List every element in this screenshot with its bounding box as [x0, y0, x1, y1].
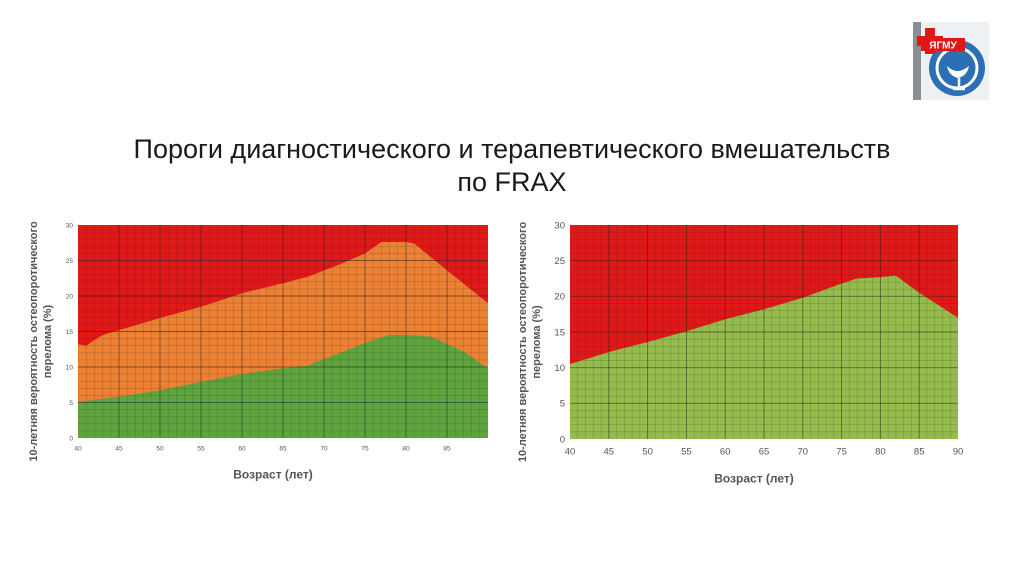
y-tick-label: 20 — [66, 293, 74, 300]
y-tick-label: 20 — [554, 292, 565, 303]
x-tick-label: 50 — [156, 446, 164, 453]
x-tick-label: 80 — [875, 447, 886, 458]
y-tick-label: 15 — [554, 327, 565, 338]
y-tick-label: 5 — [69, 400, 73, 407]
x-tick-label: 70 — [320, 446, 328, 453]
logo-shadow-strip — [913, 22, 921, 100]
university-logo: ЯГМУ — [913, 22, 989, 100]
x-axis-label: Возраст (лет) — [233, 468, 313, 482]
x-tick-label: 85 — [443, 446, 451, 453]
y-tick-label: 30 — [66, 222, 74, 229]
x-tick-label: 65 — [759, 447, 770, 458]
chart-grid — [78, 225, 488, 438]
y-tick-label: 0 — [560, 434, 565, 445]
x-tick-label: 45 — [115, 446, 123, 453]
y-tick-label: 15 — [66, 329, 74, 336]
y-tick-label: 30 — [554, 220, 565, 231]
logo-label-background — [921, 38, 965, 51]
x-tick-label: 40 — [565, 447, 576, 458]
x-tick-label: 65 — [279, 446, 287, 453]
x-tick-label: 60 — [238, 446, 246, 453]
x-tick-label: 75 — [361, 446, 369, 453]
chart-left: 0 5 10 15 20 25 30 40 45 50 55 60 65 70 75 80 85 Возраст … — [28, 221, 488, 482]
x-tick-label: 80 — [402, 446, 410, 453]
y-tick-label: 25 — [554, 256, 565, 267]
slide-title-line-2: по FRAX — [457, 167, 567, 197]
y-axis-label: 10-летняя вероятность остеопоротического… — [28, 221, 54, 462]
y-axis-label: 10-летняя вероятность остеопоротического… — [517, 222, 543, 463]
bowl-stem-icon — [953, 78, 965, 91]
y-tick-label: 0 — [69, 435, 73, 442]
x-axis-label: Возраст (лет) — [714, 472, 794, 486]
x-tick-label: 50 — [642, 447, 653, 458]
chart-right: 0 5 10 15 20 25 30 40 45 50 55 60 65 70 75 80 85 90 Возрас… — [517, 220, 964, 486]
y-tick-label: 5 — [560, 399, 565, 410]
x-tick-label: 40 — [74, 446, 82, 453]
slide-title: Пороги диагностического и терапевтическо… — [0, 133, 1024, 199]
x-tick-label: 85 — [914, 447, 925, 458]
x-tick-label: 55 — [681, 447, 692, 458]
y-tick-label: 10 — [66, 364, 74, 371]
chart-grid — [570, 225, 958, 439]
x-tick-label: 60 — [720, 447, 731, 458]
y-tick-label: 10 — [554, 363, 565, 374]
x-tick-label: 45 — [604, 447, 615, 458]
x-tick-label: 70 — [798, 447, 809, 458]
x-tick-label: 75 — [836, 447, 847, 458]
slide-title-line-1: Пороги диагностического и терапевтическо… — [133, 134, 891, 164]
x-tick-label: 55 — [197, 446, 205, 453]
logo-label: ЯГМУ — [929, 41, 957, 52]
x-tick-label: 90 — [953, 447, 964, 458]
y-tick-label: 25 — [66, 258, 74, 265]
bowl-icon — [947, 66, 969, 78]
